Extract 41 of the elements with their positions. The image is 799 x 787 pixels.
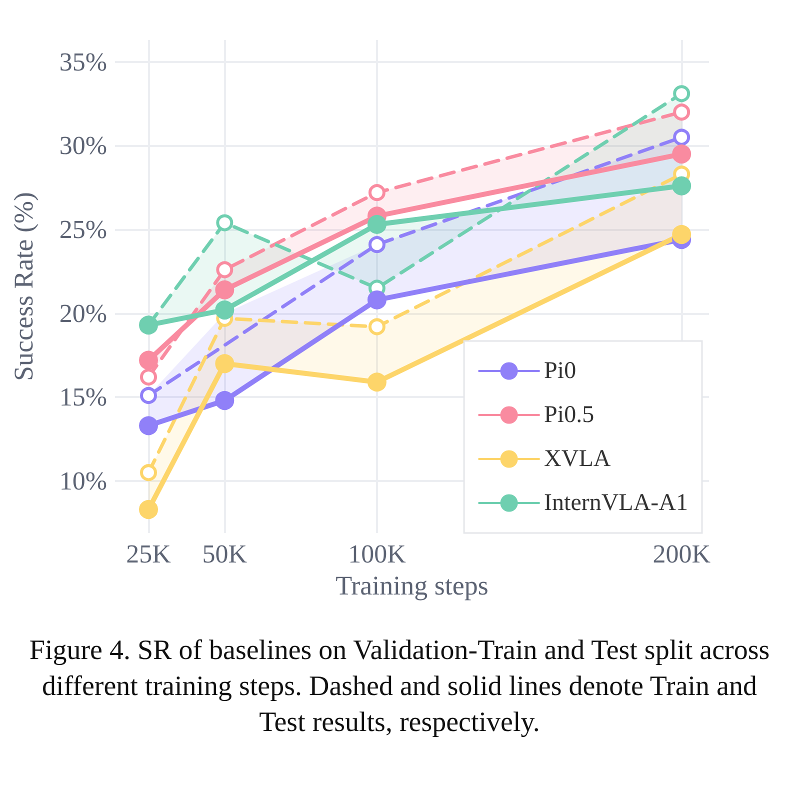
point	[368, 236, 386, 254]
point	[216, 214, 234, 232]
point	[139, 350, 158, 370]
point	[367, 290, 386, 310]
y-tick-label: 20%	[59, 298, 107, 328]
x-tick-label: 100K	[348, 540, 406, 568]
legend-label: Pi0.5	[544, 402, 594, 428]
point	[367, 214, 386, 234]
point	[367, 372, 386, 392]
point	[215, 354, 234, 374]
point	[673, 128, 690, 146]
x-tick-label: 50K	[202, 540, 248, 568]
caption: Figure 4. SR of baselines on Validation-Train and Test split across different training steps. Dashed and solid lines denote Train and Test results, respectively.	[28, 634, 771, 740]
point	[673, 85, 690, 102]
point	[672, 225, 692, 244]
point	[216, 261, 234, 278]
point	[673, 104, 690, 121]
point	[672, 144, 692, 164]
point	[215, 280, 234, 300]
legend-label: Pi0	[544, 358, 576, 384]
y-tick-label: 35%	[59, 47, 107, 76]
point	[368, 318, 386, 336]
x-tick-label: 200K	[652, 540, 711, 568]
point	[368, 184, 386, 202]
point	[140, 464, 158, 482]
point	[215, 300, 234, 320]
y-tick-label: 10%	[59, 466, 107, 496]
y-tick-label: 25%	[59, 214, 107, 244]
point	[672, 176, 692, 196]
point	[215, 391, 234, 410]
legend-label: InternVLA-A1	[544, 490, 688, 516]
point	[139, 500, 158, 520]
y-axis-title: Success Rate (%)	[8, 192, 38, 381]
point	[140, 387, 158, 404]
y-tick-label: 15%	[59, 382, 107, 412]
x-tick-label: 25K	[126, 540, 172, 568]
point	[140, 368, 158, 386]
legend-label: XVLA	[544, 446, 612, 472]
y-tick-label: 30%	[59, 131, 107, 160]
x-axis-title: Training steps	[336, 570, 488, 600]
point	[139, 416, 158, 436]
